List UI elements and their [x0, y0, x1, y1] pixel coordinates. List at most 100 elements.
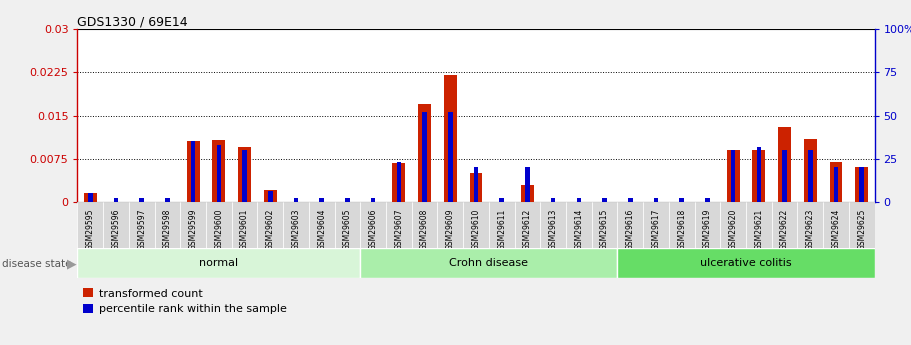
- Bar: [602, 198, 607, 202]
- Bar: [334, 202, 360, 248]
- Text: GSM29601: GSM29601: [241, 209, 249, 250]
- Bar: [721, 202, 746, 248]
- Text: GSM29619: GSM29619: [703, 209, 711, 250]
- Bar: [165, 198, 169, 202]
- Bar: [423, 112, 427, 202]
- Bar: [808, 150, 813, 202]
- Bar: [830, 161, 843, 202]
- Bar: [654, 198, 659, 202]
- Text: GSM29598: GSM29598: [163, 209, 172, 250]
- Bar: [360, 248, 618, 278]
- Bar: [139, 198, 144, 202]
- Bar: [756, 147, 762, 202]
- Bar: [752, 150, 765, 202]
- Bar: [463, 202, 489, 248]
- Bar: [88, 193, 93, 202]
- Text: ulcerative colitis: ulcerative colitis: [701, 258, 792, 268]
- Bar: [618, 248, 875, 278]
- Bar: [804, 139, 816, 202]
- Bar: [705, 198, 710, 202]
- Bar: [680, 198, 684, 202]
- Bar: [618, 202, 643, 248]
- Bar: [264, 190, 277, 202]
- Bar: [592, 202, 618, 248]
- Bar: [187, 141, 200, 202]
- Bar: [77, 202, 103, 248]
- Bar: [293, 198, 298, 202]
- Bar: [469, 173, 483, 202]
- Text: GSM29624: GSM29624: [832, 209, 841, 250]
- Bar: [628, 198, 632, 202]
- Text: ▶: ▶: [67, 257, 77, 270]
- Text: GSM29613: GSM29613: [548, 209, 558, 250]
- Bar: [577, 198, 581, 202]
- Legend: transformed count, percentile rank within the sample: transformed count, percentile rank withi…: [83, 288, 286, 314]
- Bar: [797, 202, 824, 248]
- Bar: [217, 145, 221, 202]
- Text: GSM29595: GSM29595: [86, 209, 95, 250]
- Bar: [669, 202, 694, 248]
- Bar: [694, 202, 721, 248]
- Bar: [84, 193, 97, 202]
- Bar: [474, 167, 478, 202]
- Text: GSM29614: GSM29614: [574, 209, 583, 250]
- Text: GSM29596: GSM29596: [111, 209, 120, 250]
- Bar: [345, 198, 350, 202]
- Bar: [437, 202, 463, 248]
- Bar: [540, 202, 566, 248]
- Text: GSM29616: GSM29616: [626, 209, 635, 250]
- Bar: [444, 75, 456, 202]
- Bar: [418, 104, 431, 202]
- Text: GSM29602: GSM29602: [266, 209, 275, 250]
- Text: GSM29625: GSM29625: [857, 209, 866, 250]
- Bar: [114, 198, 118, 202]
- Bar: [268, 191, 272, 202]
- Bar: [849, 202, 875, 248]
- Bar: [521, 185, 534, 202]
- Bar: [360, 202, 386, 248]
- Bar: [396, 162, 401, 202]
- Bar: [499, 198, 504, 202]
- Bar: [128, 202, 155, 248]
- Bar: [727, 150, 740, 202]
- Text: GSM29605: GSM29605: [343, 209, 352, 250]
- Bar: [824, 202, 849, 248]
- Bar: [371, 198, 375, 202]
- Bar: [386, 202, 412, 248]
- Bar: [190, 141, 196, 202]
- Bar: [566, 202, 592, 248]
- Bar: [746, 202, 772, 248]
- Bar: [231, 202, 258, 248]
- Text: normal: normal: [200, 258, 239, 268]
- Text: GSM29615: GSM29615: [600, 209, 609, 250]
- Text: GSM29607: GSM29607: [394, 209, 404, 250]
- Bar: [258, 202, 283, 248]
- Text: GSM29606: GSM29606: [369, 209, 378, 250]
- Text: GSM29608: GSM29608: [420, 209, 429, 250]
- Bar: [834, 167, 838, 202]
- Text: GSM29623: GSM29623: [805, 209, 814, 250]
- Text: GSM29621: GSM29621: [754, 209, 763, 250]
- Text: GSM29612: GSM29612: [523, 209, 532, 250]
- Bar: [309, 202, 334, 248]
- Text: GSM29620: GSM29620: [729, 209, 738, 250]
- Bar: [238, 147, 251, 202]
- Text: GSM29617: GSM29617: [651, 209, 660, 250]
- Text: disease state: disease state: [2, 259, 71, 269]
- Bar: [320, 198, 324, 202]
- Bar: [206, 202, 231, 248]
- Text: GSM29610: GSM29610: [472, 209, 480, 250]
- Bar: [525, 167, 529, 202]
- Bar: [855, 167, 868, 202]
- Text: Crohn disease: Crohn disease: [449, 258, 528, 268]
- Bar: [515, 202, 540, 248]
- Bar: [778, 127, 791, 202]
- Text: GSM29603: GSM29603: [292, 209, 301, 250]
- Text: GSM29618: GSM29618: [677, 209, 686, 250]
- Bar: [180, 202, 206, 248]
- Bar: [242, 150, 247, 202]
- Text: GSM29609: GSM29609: [445, 209, 455, 250]
- Text: GDS1330 / 69E14: GDS1330 / 69E14: [77, 15, 188, 28]
- Bar: [551, 198, 556, 202]
- Text: GSM29599: GSM29599: [189, 209, 198, 250]
